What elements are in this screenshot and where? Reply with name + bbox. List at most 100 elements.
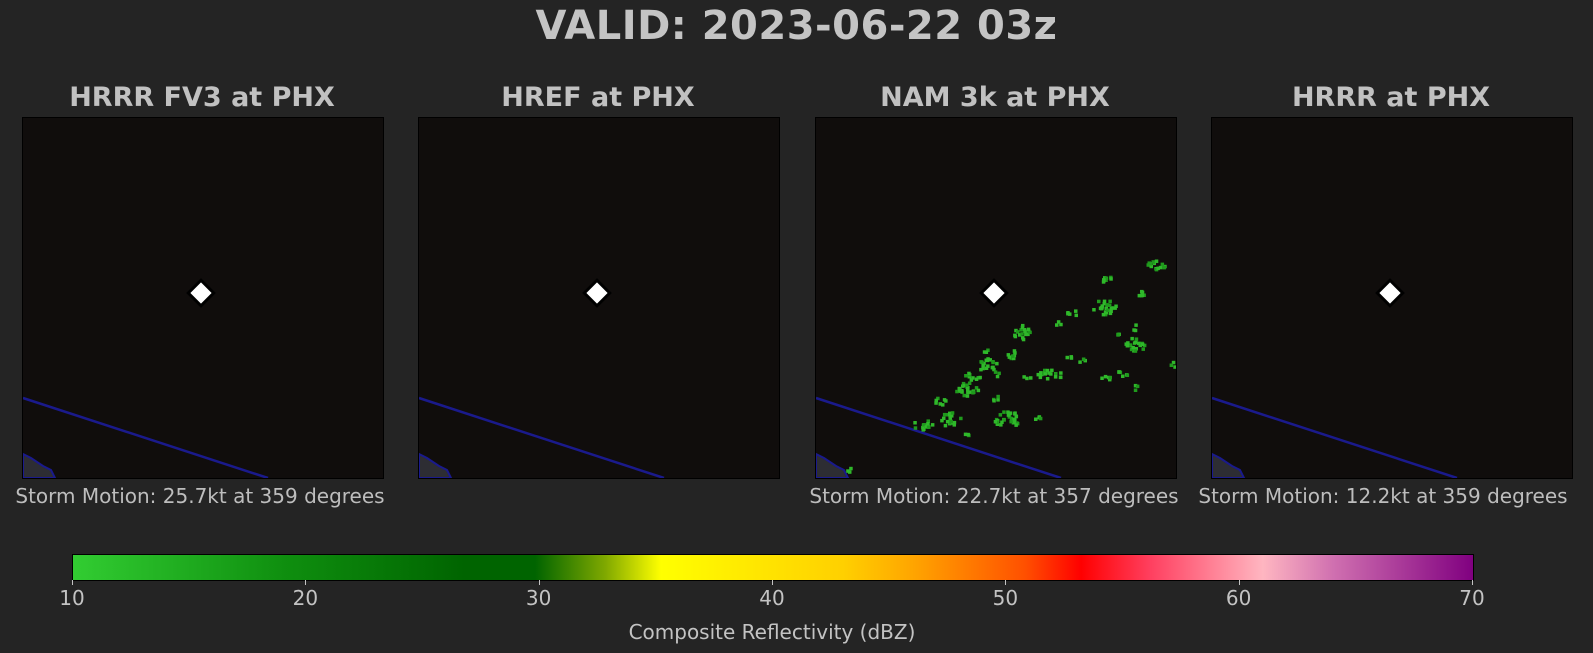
echo-cell — [1108, 375, 1112, 380]
echo-cell — [1154, 259, 1159, 263]
echo-cell — [1019, 328, 1023, 332]
echo-cell — [1021, 336, 1025, 340]
echo-cell — [969, 378, 974, 382]
echo-cell — [1026, 327, 1031, 332]
echo-cell — [1102, 279, 1106, 283]
echo-cell — [960, 388, 964, 393]
echo-cell — [950, 411, 955, 415]
echo-cell — [974, 386, 979, 390]
echo-cell — [944, 413, 948, 417]
echo-cell — [1141, 347, 1145, 351]
echo-cell — [1024, 332, 1028, 337]
panel-title-href: HREF at PHX — [501, 82, 695, 113]
echo-cell — [938, 402, 942, 406]
echo-cell — [979, 360, 983, 364]
echo-cell — [934, 401, 938, 405]
echo-cell — [940, 418, 944, 423]
echo-cell — [1038, 416, 1043, 421]
echo-cell — [922, 423, 926, 427]
echo-cell — [1100, 304, 1104, 308]
echo-cell — [1074, 313, 1078, 318]
echo-cell — [1108, 311, 1113, 316]
echo-cell — [1078, 360, 1082, 364]
echo-cell — [1156, 266, 1160, 271]
panel-title-nam-3k: NAM 3k at PHX — [880, 82, 1110, 113]
echo-cell — [1129, 347, 1134, 352]
echo-cell — [1059, 375, 1063, 380]
echo-cell — [941, 403, 945, 407]
echo-cell — [998, 413, 1003, 417]
echo-cell — [1171, 360, 1176, 365]
echo-cell — [926, 419, 930, 423]
main-title: VALID: 2023-06-22 03z — [535, 3, 1058, 49]
echo-cell — [962, 393, 966, 398]
echo-cell — [1023, 329, 1027, 333]
map-panel-href — [418, 117, 780, 479]
echo-cell — [1160, 262, 1165, 267]
echo-cell — [995, 361, 999, 366]
colorbar-tick-label: 50 — [992, 586, 1019, 610]
echo-cell — [1011, 421, 1016, 425]
echo-cell — [1006, 353, 1011, 357]
panel-title-hrrr: HRRR at PHX — [1291, 82, 1491, 113]
map-panel-nam-3k — [815, 117, 1177, 479]
colorbar-tick-mark — [1005, 580, 1007, 585]
echo-cell — [1142, 343, 1147, 348]
echo-cell — [949, 419, 953, 424]
echo-cell — [1049, 372, 1053, 376]
echo-cell — [966, 388, 970, 392]
echo-cell — [1022, 375, 1026, 379]
echo-cell — [1066, 312, 1070, 316]
colorbar-tick-mark — [72, 580, 73, 585]
echo-cell — [995, 374, 1000, 379]
echo-cell — [848, 470, 852, 474]
echo-cell — [965, 394, 970, 398]
echo-cell — [993, 420, 998, 424]
echo-cell — [1002, 418, 1006, 422]
echo-cell — [1103, 312, 1108, 317]
station-marker-icon — [979, 278, 1009, 308]
echo-cell — [990, 365, 995, 370]
echo-cell — [978, 375, 982, 380]
echo-cell — [1012, 418, 1017, 422]
station-marker-icon — [1375, 278, 1405, 308]
echo-cell — [1140, 293, 1145, 298]
echo-cell — [964, 374, 968, 378]
echo-cell — [1009, 419, 1013, 424]
colorbar-label: Composite Reflectivity (dBZ) — [628, 620, 916, 644]
echo-cell — [948, 414, 952, 419]
echo-cell — [1097, 299, 1101, 304]
echo-cell — [1140, 289, 1144, 294]
echo-cell — [981, 366, 985, 371]
echo-cell — [1104, 306, 1108, 311]
echo-cell — [992, 399, 996, 403]
echo-cell — [1100, 376, 1104, 380]
echo-cell — [846, 469, 850, 473]
echo-cell — [1047, 371, 1051, 375]
echo-cell — [1149, 264, 1153, 269]
coast-shape — [419, 452, 453, 478]
echo-cell — [1106, 308, 1110, 312]
echo-cell — [1016, 330, 1020, 334]
panel-title-hrrr-fv3: HRRR FV3 at PHX — [69, 82, 335, 113]
echo-cell — [991, 360, 995, 365]
echo-cell — [1029, 376, 1033, 380]
colorbar-tick-label: 40 — [759, 586, 785, 610]
echo-cell — [1012, 356, 1016, 361]
echo-cell — [1013, 334, 1018, 339]
echo-cell — [926, 425, 931, 429]
echo-cell — [1107, 303, 1112, 307]
echo-cell — [1131, 345, 1135, 350]
echo-cell — [1007, 415, 1012, 419]
echo-cell — [1109, 277, 1113, 281]
map-panel-hrrr — [1211, 117, 1573, 479]
map-svg — [1212, 278, 1458, 478]
echo-cell — [967, 381, 972, 385]
echo-cell — [1014, 423, 1018, 427]
echo-cell — [1133, 328, 1138, 333]
echo-cell — [1068, 312, 1072, 316]
echo-cell — [955, 389, 959, 394]
colorbar-tick-mark — [1472, 580, 1473, 585]
echo-cell — [1130, 336, 1134, 341]
echo-cell — [942, 416, 946, 421]
